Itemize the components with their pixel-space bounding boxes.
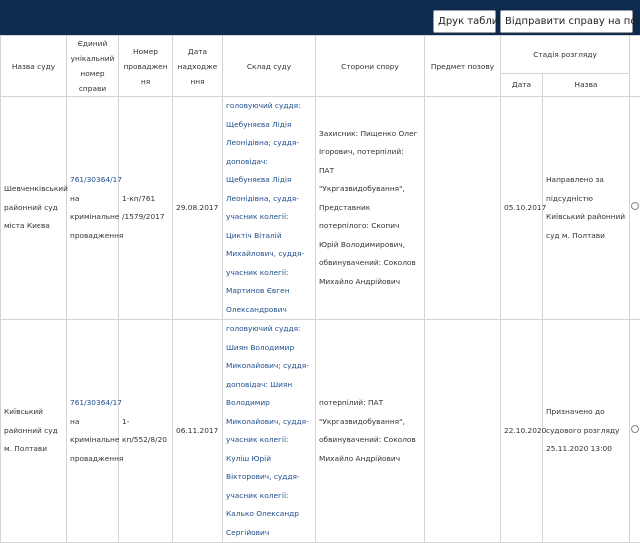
header-select (630, 36, 640, 97)
date-received-cell: 29.08.2017 (173, 97, 223, 320)
header-unique-number: Єдиний унікальний номер справи (67, 36, 119, 97)
parties-cell: потерпілий: ПАТ "Укргазвидобування", обв… (316, 320, 425, 543)
header-proceeding-number: Номер провадження (119, 36, 173, 97)
header-parties: Сторони спору (316, 36, 425, 97)
court-cell: Київський районний суд м. Полтави (1, 320, 67, 543)
radio-button[interactable] (631, 425, 639, 433)
cases-table: Назва суду Єдиний унікальний номер справ… (0, 35, 640, 543)
header-subject: Предмет позову (425, 36, 501, 97)
unique-number-cell: 761/30364/17 на кримінальне провадження (67, 320, 119, 543)
stage-date-cell: 22.10.2020 (501, 320, 543, 543)
proceeding-number-cell: 1-кп/761 /1579/2017 (119, 97, 173, 320)
table-row: Київський районний суд м. Полтави 761/30… (1, 320, 640, 543)
header-composition: Склад суду (223, 36, 316, 97)
header-stage-date: Дата (501, 73, 543, 96)
header-date-received: Дата надходження (173, 36, 223, 97)
send-case-email-button[interactable]: Відправити справу на пошту (500, 10, 633, 33)
date-received-cell: 06.11.2017 (173, 320, 223, 543)
top-bar: Друк таблиці Відправити справу на пошту (0, 0, 640, 35)
composition-cell: головуючий суддя: Щебуняєва Лідія Леонід… (223, 97, 316, 320)
stage-date-cell: 05.10.2017 (501, 97, 543, 320)
radio-button[interactable] (631, 202, 639, 210)
stage-name-cell: Направлено за підсудністю Київський райо… (543, 97, 630, 320)
court-cell: Шевченківський районний суд міста Києва (1, 97, 67, 320)
case-number-link[interactable]: 761/30364/17 (70, 175, 122, 184)
composition-cell: головуючий суддя: Шиян Володимир Миколай… (223, 320, 316, 543)
print-table-button[interactable]: Друк таблиці (433, 10, 496, 33)
unique-number-cell: 761/30364/17 на кримінальне провадження (67, 97, 119, 320)
proceeding-number-cell: 1-кп/552/8/20 (119, 320, 173, 543)
row-select-radio[interactable] (630, 97, 640, 320)
table-row: Шевченківський районний суд міста Києва … (1, 97, 640, 320)
case-type: на кримінальне провадження (70, 417, 123, 463)
parties-cell: Захисник: Пищенко Олег Ігорович, потерпі… (316, 97, 425, 320)
header-stage-name: Назва (543, 73, 630, 96)
header-stage: Стадія розгляду (501, 36, 630, 74)
subject-cell (425, 320, 501, 543)
row-select-radio[interactable] (630, 320, 640, 543)
subject-cell (425, 97, 501, 320)
case-type: на кримінальне провадження (70, 194, 123, 240)
stage-name-cell: Призначено до судового розгляду 25.11.20… (543, 320, 630, 543)
case-number-link[interactable]: 761/30364/17 (70, 398, 122, 407)
header-court: Назва суду (1, 36, 67, 97)
